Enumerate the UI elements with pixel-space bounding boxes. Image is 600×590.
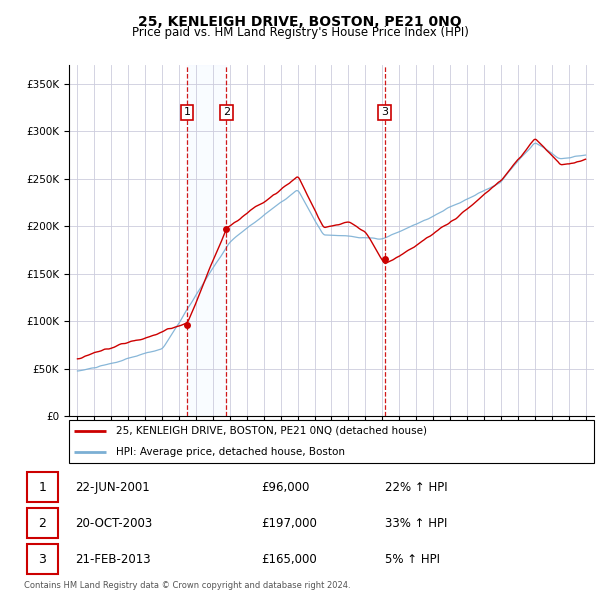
Text: Price paid vs. HM Land Registry's House Price Index (HPI): Price paid vs. HM Land Registry's House … bbox=[131, 26, 469, 39]
Text: 5% ↑ HPI: 5% ↑ HPI bbox=[385, 553, 440, 566]
FancyBboxPatch shape bbox=[27, 544, 58, 574]
FancyBboxPatch shape bbox=[27, 472, 58, 502]
FancyBboxPatch shape bbox=[27, 508, 58, 538]
Text: 2: 2 bbox=[38, 516, 46, 530]
Bar bbox=[383, 65, 385, 416]
Text: 25, KENLEIGH DRIVE, BOSTON, PE21 0NQ: 25, KENLEIGH DRIVE, BOSTON, PE21 0NQ bbox=[138, 15, 462, 29]
Text: 25, KENLEIGH DRIVE, BOSTON, PE21 0NQ (detached house): 25, KENLEIGH DRIVE, BOSTON, PE21 0NQ (de… bbox=[116, 426, 427, 435]
Text: 33% ↑ HPI: 33% ↑ HPI bbox=[385, 516, 448, 530]
Text: 3: 3 bbox=[381, 107, 388, 117]
Text: 22% ↑ HPI: 22% ↑ HPI bbox=[385, 480, 448, 493]
Text: HPI: Average price, detached house, Boston: HPI: Average price, detached house, Bost… bbox=[116, 447, 345, 457]
Text: £165,000: £165,000 bbox=[261, 553, 317, 566]
Text: £96,000: £96,000 bbox=[261, 480, 309, 493]
Text: £197,000: £197,000 bbox=[261, 516, 317, 530]
Text: 20-OCT-2003: 20-OCT-2003 bbox=[75, 516, 152, 530]
Text: 22-JUN-2001: 22-JUN-2001 bbox=[75, 480, 149, 493]
Text: 1: 1 bbox=[184, 107, 191, 117]
Text: 3: 3 bbox=[38, 553, 46, 566]
Bar bbox=[187, 65, 226, 416]
Text: 1: 1 bbox=[38, 480, 46, 493]
Text: 2: 2 bbox=[223, 107, 230, 117]
Text: Contains HM Land Registry data © Crown copyright and database right 2024.
This d: Contains HM Land Registry data © Crown c… bbox=[24, 581, 350, 590]
Text: 21-FEB-2013: 21-FEB-2013 bbox=[75, 553, 151, 566]
